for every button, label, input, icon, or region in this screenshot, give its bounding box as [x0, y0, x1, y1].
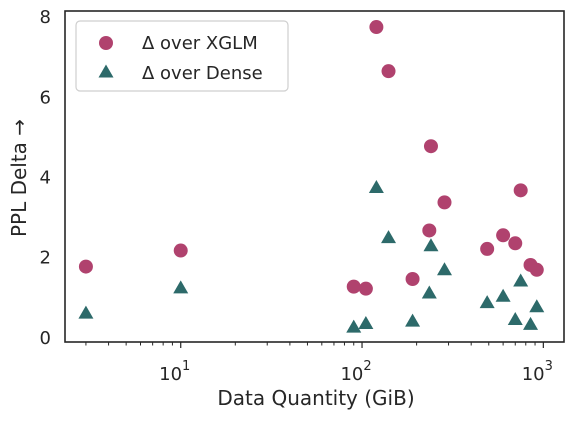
y-tick-label: 6	[40, 87, 51, 108]
xglm-point	[508, 236, 523, 251]
dense-point	[173, 280, 189, 294]
xglm-point	[513, 183, 528, 198]
dense-point	[421, 285, 437, 299]
legend-box	[75, 20, 289, 92]
xglm-point	[358, 281, 373, 296]
dense-point	[495, 288, 511, 302]
legend-marker-dense	[98, 64, 114, 78]
y-tick-label: 2	[40, 248, 51, 269]
xglm-point	[423, 139, 438, 154]
dense-point	[78, 305, 94, 319]
y-axis-label: PPL Delta →	[7, 119, 31, 237]
xglm-point	[437, 195, 452, 210]
dense-point	[358, 316, 374, 330]
legend-marker-xglm	[99, 36, 113, 50]
dense-point	[479, 295, 495, 309]
dense-point	[436, 262, 452, 276]
dense-point	[368, 180, 384, 194]
xglm-point	[173, 243, 188, 258]
xglm-point	[480, 241, 495, 256]
x-tick-label: 103	[522, 359, 553, 385]
x-axis-label: Data Quantity (GiB)	[217, 386, 414, 410]
xglm-point	[381, 64, 396, 79]
dense-point	[381, 230, 397, 244]
xglm-point	[369, 20, 384, 35]
dense-point	[507, 312, 523, 326]
dense-point	[346, 319, 362, 333]
dense-point	[513, 273, 529, 287]
xglm-point	[422, 223, 437, 238]
legend: Δ over XGLM Δ over Dense	[75, 20, 289, 92]
dense-point	[523, 316, 539, 330]
x-tick-label: 102	[340, 359, 371, 385]
xglm-point	[346, 279, 361, 294]
xglm-point	[78, 259, 93, 274]
x-tick-label: 101	[159, 359, 190, 385]
xglm-point	[529, 262, 544, 277]
legend-label-xglm: Δ over XGLM	[142, 33, 258, 54]
y-tick-label: 4	[40, 168, 51, 189]
y-tick-label: 0	[40, 328, 51, 349]
xglm-point	[496, 228, 511, 243]
y-tick-label: 8	[40, 7, 51, 28]
plot-frame	[64, 10, 565, 343]
points-layer	[78, 20, 545, 333]
dense-point	[405, 313, 421, 327]
dense-point	[423, 238, 439, 252]
dense-point	[529, 299, 545, 313]
legend-label-dense: Δ over Dense	[142, 63, 263, 84]
xglm-point	[405, 272, 420, 287]
